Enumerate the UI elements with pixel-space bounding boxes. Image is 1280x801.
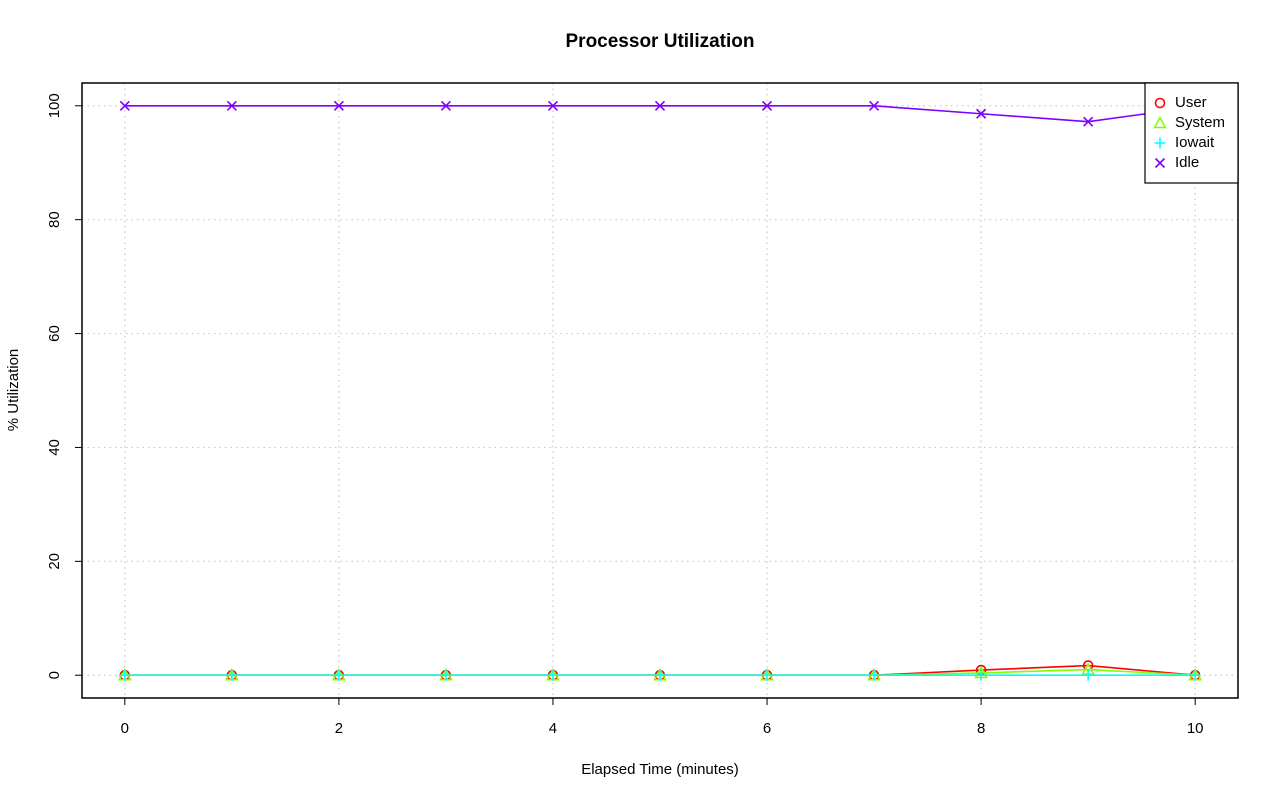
data-point xyxy=(226,100,237,111)
legend-marker xyxy=(1154,157,1166,169)
plot-frame xyxy=(81,82,1239,699)
y-tick-label: 20 xyxy=(46,553,63,570)
x-tick-label: 0 xyxy=(121,720,129,737)
data-point xyxy=(761,669,773,681)
x-tick-label: 2 xyxy=(335,720,343,737)
data-point xyxy=(976,108,987,119)
data-point xyxy=(119,100,130,111)
legend-label: User xyxy=(1175,94,1207,111)
legend-marker xyxy=(1154,137,1166,149)
chart-title: Processor Utilization xyxy=(566,31,755,52)
data-point xyxy=(1083,116,1094,127)
data-point xyxy=(654,669,666,681)
series-line xyxy=(124,104,1196,123)
data-point xyxy=(226,669,238,681)
x-tick-label: 8 xyxy=(977,720,985,737)
y-tick-label: 100 xyxy=(46,93,63,118)
data-point xyxy=(761,100,773,111)
legend-label: System xyxy=(1175,114,1225,131)
data-point xyxy=(654,100,666,111)
x-axis-label: Elapsed Time (minutes) xyxy=(581,761,739,778)
legend-marker xyxy=(1153,115,1167,129)
legend-label: Idle xyxy=(1175,154,1199,171)
y-tick-label: 80 xyxy=(46,211,63,228)
data-point xyxy=(868,669,880,681)
data-point xyxy=(333,669,345,681)
y-tick-label: 0 xyxy=(46,671,63,679)
data-point xyxy=(119,669,131,681)
data-point xyxy=(547,100,559,111)
data-point xyxy=(440,669,452,681)
x-tick-label: 6 xyxy=(763,720,771,737)
x-tick-label: 10 xyxy=(1187,720,1204,737)
data-point xyxy=(1082,669,1094,681)
x-tick-label: 4 xyxy=(549,720,557,737)
y-axis-label: % Utilization xyxy=(5,349,22,432)
legend-label: Iowait xyxy=(1175,134,1215,151)
y-tick-label: 40 xyxy=(46,439,63,456)
data-point xyxy=(1189,669,1201,681)
data-point xyxy=(975,669,987,681)
legend-marker xyxy=(1154,97,1166,109)
data-point xyxy=(440,100,451,111)
data-point xyxy=(869,100,880,111)
legend-box xyxy=(1144,82,1239,184)
y-tick-label: 60 xyxy=(46,325,63,342)
data-point xyxy=(333,100,344,111)
data-point xyxy=(547,669,559,681)
